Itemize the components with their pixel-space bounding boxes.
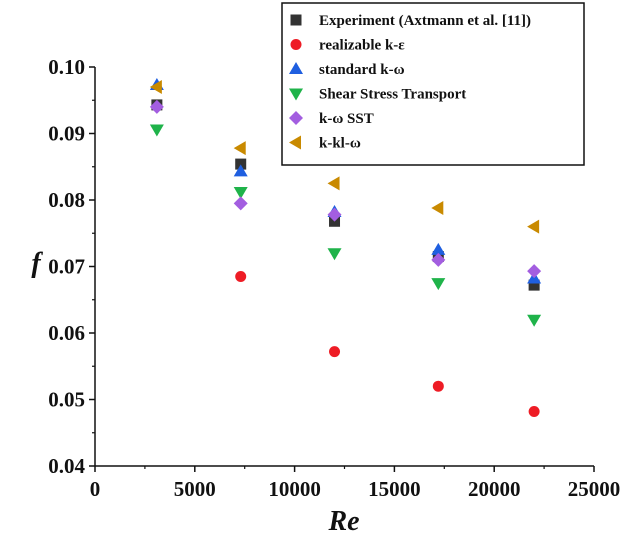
legend-label: realizable k-ε	[319, 38, 405, 54]
y-tick-label: 0.10	[48, 55, 85, 79]
legend-box	[281, 2, 585, 166]
data-point	[149, 79, 162, 94]
y-tick-label: 0.06	[48, 321, 85, 345]
data-point	[528, 405, 540, 417]
x-tick-label: 20000	[468, 477, 521, 501]
data-point	[233, 141, 246, 156]
data-point	[233, 187, 248, 200]
data-point	[329, 346, 341, 358]
data-point	[149, 124, 164, 137]
legend-label: Shear Stress Transport	[319, 87, 466, 103]
legend-label: k-kl-ω	[319, 136, 361, 152]
legend-marker	[289, 88, 303, 101]
data-point	[527, 219, 540, 234]
data-point	[235, 270, 247, 282]
x-tick-label: 0	[90, 477, 101, 501]
x-axis-title: Re	[327, 506, 359, 537]
legend-label: Experiment (Axtmann et al. [11])	[319, 13, 531, 29]
data-point	[527, 314, 542, 327]
data-point	[432, 380, 444, 392]
legend-marker	[289, 62, 303, 74]
legend-marker	[289, 111, 303, 125]
legend-marker	[290, 14, 302, 26]
legend-label: k-ω SST	[319, 111, 374, 127]
data-point	[235, 158, 247, 170]
y-tick-label: 0.07	[48, 255, 85, 279]
data-point	[528, 279, 540, 291]
data-point	[431, 278, 446, 291]
legend-label: standard k-ω	[319, 62, 405, 78]
data-point	[431, 252, 446, 267]
data-point	[527, 264, 542, 279]
x-tick-label: 25000	[568, 477, 621, 501]
data-point	[233, 196, 248, 211]
y-tick-label: 0.08	[48, 188, 85, 212]
legend: Experiment (Axtmann et al. [11]) realizab…	[281, 2, 585, 166]
data-point	[327, 248, 342, 261]
x-tick-label: 15000	[368, 477, 421, 501]
y-tick-label: 0.05	[48, 388, 85, 412]
data-point	[431, 242, 446, 255]
legend-marker	[290, 39, 302, 50]
legend-marker	[289, 135, 301, 150]
x-tick-label: 10000	[268, 477, 321, 501]
x-tick-label: 5000	[174, 477, 216, 501]
y-axis-title: f	[31, 248, 43, 279]
y-tick-label: 0.09	[48, 122, 85, 146]
plot-axes: 0 5000 10000 15000 20000 25000 0.04 0.05 0.06 0.0…	[48, 55, 620, 501]
data-markers	[149, 77, 542, 417]
data-point	[327, 176, 340, 191]
data-point	[233, 164, 248, 177]
y-tick-label: 0.04	[48, 454, 85, 478]
data-point	[149, 99, 164, 114]
data-point	[327, 207, 342, 222]
data-point	[431, 200, 444, 215]
